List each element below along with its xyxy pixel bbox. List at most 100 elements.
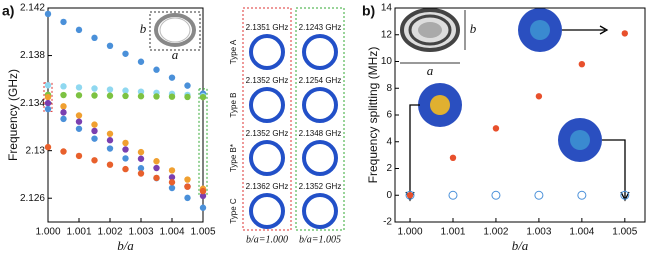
- point: [168, 174, 176, 181]
- point: [75, 92, 83, 99]
- point: [91, 85, 98, 92]
- mode-type: Type A: [229, 39, 238, 64]
- ring-inset-a: [149, 11, 201, 51]
- point: [60, 109, 67, 116]
- point: [449, 154, 457, 161]
- point: [168, 167, 176, 174]
- y-axis-label: Frequency (GHz): [6, 69, 20, 161]
- point: [122, 146, 129, 153]
- point: [492, 125, 500, 132]
- point: [60, 91, 67, 99]
- column-footer: b/a=1.000: [246, 234, 288, 245]
- point: [44, 93, 52, 101]
- y-tick-label: 14: [381, 3, 393, 14]
- x-axis-label: b/a: [117, 238, 134, 253]
- point: [199, 93, 207, 101]
- point: [168, 93, 176, 100]
- point: [75, 152, 83, 160]
- point: [60, 115, 67, 123]
- column-footer: b/a=1.005: [299, 234, 341, 245]
- point: [406, 192, 414, 199]
- point: [620, 190, 630, 200]
- x-tick-label: 1.004: [159, 227, 184, 238]
- mode-frequency: 2.1351 GHz: [246, 23, 289, 32]
- point: [621, 30, 629, 37]
- y-tick-label: 4: [386, 136, 392, 147]
- point: [75, 125, 83, 132]
- inset-label: a: [172, 47, 179, 62]
- y-tick-label: 2.134: [20, 98, 45, 109]
- point: [75, 118, 83, 125]
- y-tick-label: -2: [383, 217, 392, 228]
- x-tick-label: 1.005: [190, 227, 215, 238]
- point: [168, 184, 176, 192]
- point: [535, 93, 543, 100]
- point: [153, 174, 160, 182]
- y-tick-label: 2: [386, 163, 392, 174]
- point: [137, 170, 145, 177]
- point: [184, 93, 191, 101]
- y-tick-label: 8: [386, 83, 392, 94]
- x-tick-label: 1.005: [612, 227, 637, 238]
- panel-label: a): [2, 3, 14, 19]
- point: [199, 192, 207, 200]
- x-tick-label: 1.001: [66, 227, 91, 238]
- point: [184, 176, 191, 183]
- y-tick-label: 6: [386, 110, 392, 121]
- point: [122, 87, 129, 94]
- x-tick-label: 1.002: [483, 227, 508, 238]
- point: [106, 145, 114, 152]
- point: [578, 60, 586, 68]
- point: [137, 165, 145, 172]
- y-tick-label: 2.13: [26, 145, 46, 156]
- point: [106, 92, 114, 99]
- point: [44, 82, 52, 89]
- x-tick-label: 1.002: [97, 227, 122, 238]
- point: [153, 66, 160, 73]
- point: [44, 105, 52, 113]
- point: [106, 42, 114, 50]
- mode-frequency: 2.1352 GHz: [246, 76, 289, 85]
- point: [75, 26, 83, 34]
- point: [122, 165, 129, 173]
- inset-label: b: [470, 21, 477, 36]
- point: [199, 187, 207, 195]
- point: [122, 139, 129, 147]
- point: [91, 92, 98, 99]
- point: [168, 179, 176, 186]
- x-tick-label: 1.003: [526, 227, 551, 238]
- point: [122, 155, 129, 162]
- point: [106, 130, 114, 137]
- highlight-box: [198, 88, 208, 197]
- mode-frequency: 2.1352 GHz: [299, 182, 342, 191]
- point: [91, 127, 98, 135]
- point: [91, 121, 98, 128]
- point: [106, 86, 114, 93]
- mode-insets: [405, 8, 630, 202]
- point: [60, 103, 67, 110]
- mode-type: Type B*: [229, 144, 238, 172]
- point: [75, 112, 83, 119]
- y-axis-label: Frequency splitting (MHz): [366, 47, 380, 184]
- point: [137, 58, 145, 65]
- point: [137, 155, 145, 162]
- point: [106, 161, 114, 168]
- point: [153, 164, 160, 172]
- point: [60, 18, 67, 26]
- y-tick-label: 10: [381, 56, 393, 67]
- point: [44, 99, 52, 107]
- point: [534, 190, 544, 200]
- mode-type: Type B: [229, 93, 238, 118]
- mode-frequency: 2.1243 GHz: [299, 23, 342, 32]
- point: [91, 34, 98, 42]
- point: [153, 158, 160, 165]
- point: [44, 10, 52, 18]
- point: [184, 194, 191, 202]
- point: [75, 84, 83, 91]
- x-tick-label: 1.000: [398, 227, 423, 238]
- y-tick-label: 2.142: [20, 3, 45, 14]
- x-tick-label: 1.001: [440, 227, 465, 238]
- point: [153, 93, 160, 100]
- x-axis-label: b/a: [512, 238, 529, 253]
- point: [199, 204, 207, 211]
